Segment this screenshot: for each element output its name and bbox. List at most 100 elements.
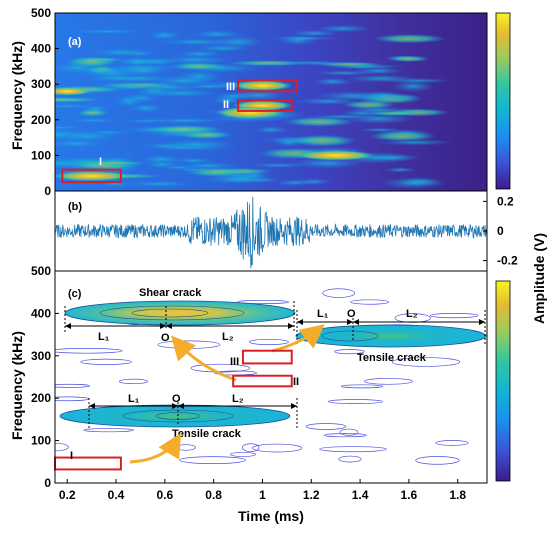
spectrogram-patch <box>178 130 234 140</box>
contour-lines <box>55 288 479 465</box>
spectrogram-patch <box>146 30 183 40</box>
spectrogram-patch <box>81 74 158 82</box>
contour-ring <box>118 378 149 385</box>
y-tick-label: 0.2 <box>497 194 514 208</box>
spectrogram-patch <box>275 179 315 186</box>
panel-b-label: (b) <box>68 201 82 213</box>
x-tick-label: 1.6 <box>401 488 418 502</box>
x-tick-label: 0.4 <box>108 488 125 502</box>
x-tick-label: 0.6 <box>156 488 173 502</box>
shear-L1-label: L₁ <box>98 331 110 343</box>
region-III-box <box>237 78 298 93</box>
region-III-box-c <box>241 349 293 365</box>
spectrogram-patch <box>138 154 185 165</box>
panel-c-y-ticks: 0 100 200 300 400 500 <box>31 264 59 490</box>
contour-ring <box>55 348 123 354</box>
x-tick-label: 1.8 <box>449 488 466 502</box>
colorbar-bottom-gradient <box>495 280 511 482</box>
x-axis-label: Time (ms) <box>238 508 304 524</box>
contour-ring <box>350 299 390 305</box>
tensile-crack-ellipse-right <box>295 324 487 348</box>
spectrogram-patch <box>79 160 148 165</box>
shear-O-label: O <box>161 332 170 344</box>
spectrogram-patch <box>175 162 242 170</box>
spectrogram-patch <box>55 103 97 109</box>
contour-ring <box>429 313 479 319</box>
region-II-label: II <box>223 99 229 111</box>
spectrogram-patch <box>289 134 356 147</box>
spectrogram-patch <box>250 162 307 168</box>
spectrogram-patch <box>279 60 350 66</box>
contour-ring <box>249 338 289 345</box>
contour-ring <box>323 433 367 438</box>
spectrogram-patch <box>233 89 285 101</box>
tensile-lower-dimension <box>88 398 298 428</box>
y-tick-label: 100 <box>31 434 51 448</box>
contour-ring <box>435 440 469 446</box>
region-I-box <box>61 168 122 184</box>
spectrogram-peak <box>215 106 286 119</box>
spectrogram-patch <box>254 126 288 134</box>
colorbar-bottom <box>495 280 511 482</box>
spectrogram-patch <box>85 129 133 135</box>
spectrogram-patch <box>86 48 158 57</box>
spectrogram-patch <box>387 55 430 62</box>
contour-ring <box>319 446 387 453</box>
panel-c-frame <box>54 270 488 484</box>
spectrogram-patch <box>194 44 253 52</box>
tensile-right-L2-label: L₂ <box>406 308 418 320</box>
contour-ring <box>334 349 365 355</box>
panel-b-y-ticks: -0.2 0 0.2 <box>483 194 518 268</box>
y-tick-label: 300 <box>31 349 51 363</box>
colorbar-top-gradient <box>495 12 511 190</box>
spectrogram-patch <box>141 88 221 98</box>
spectrogram-patch <box>344 74 418 83</box>
spectrogram-patch <box>312 70 376 76</box>
y-tick-label: 0 <box>497 224 504 238</box>
panel-b: (b) -0.2 0 0.2 <box>54 190 518 272</box>
contour-ring <box>55 442 69 452</box>
x-tick-label: 0.2 <box>59 488 76 502</box>
spectrogram-patch <box>169 62 228 71</box>
spectrogram-patch <box>358 127 402 133</box>
spectrogram-patch <box>182 83 237 90</box>
region-I-label: I <box>99 156 102 168</box>
spectrogram-patch <box>366 111 421 116</box>
contour-ring <box>252 443 303 453</box>
shear-L2-label: L₂ <box>222 331 234 343</box>
spectrogram-patch <box>312 77 354 86</box>
spectrogram-patch <box>348 93 422 101</box>
contour-ring <box>364 378 413 385</box>
region-II-label-c: II <box>293 376 299 388</box>
panel-a-y-ticks: 0 100 200 300 400 500 <box>31 6 59 198</box>
spectrogram-patch <box>383 167 417 173</box>
spectrogram-patch <box>145 117 226 124</box>
contour-ring <box>305 423 347 430</box>
spectrogram-patch <box>65 56 118 68</box>
contour-ring <box>80 358 132 365</box>
tensile-lower-L2-label: L₂ <box>232 393 244 405</box>
y-tick-label: 500 <box>31 264 51 278</box>
spectrogram-patch <box>200 174 272 185</box>
contour-ring <box>339 428 359 436</box>
tensile-lower-O-label: O <box>172 393 181 405</box>
y-tick-label: 100 <box>31 148 51 162</box>
spectrogram-patch <box>175 50 225 58</box>
shear-crack-dimension <box>64 301 295 333</box>
spectrogram-patch <box>377 139 453 146</box>
spectrogram-patch <box>283 116 355 127</box>
spectrogram-patch <box>362 153 422 162</box>
tensile-lower-label: Tensile crack <box>172 428 242 440</box>
y-tick-label: 500 <box>31 6 51 20</box>
x-tick-label: 1 <box>259 488 266 502</box>
y-tick-label: 200 <box>31 113 51 127</box>
region-I-label-c: I <box>70 450 73 462</box>
spectrogram-patch <box>123 180 195 188</box>
spectrogram-blobs <box>55 24 453 189</box>
x-tick-label: 1.2 <box>303 488 320 502</box>
spectrogram-patch <box>76 109 109 117</box>
region-II-box <box>237 99 293 112</box>
contour-ring <box>415 456 460 465</box>
waveform-line <box>55 196 487 269</box>
